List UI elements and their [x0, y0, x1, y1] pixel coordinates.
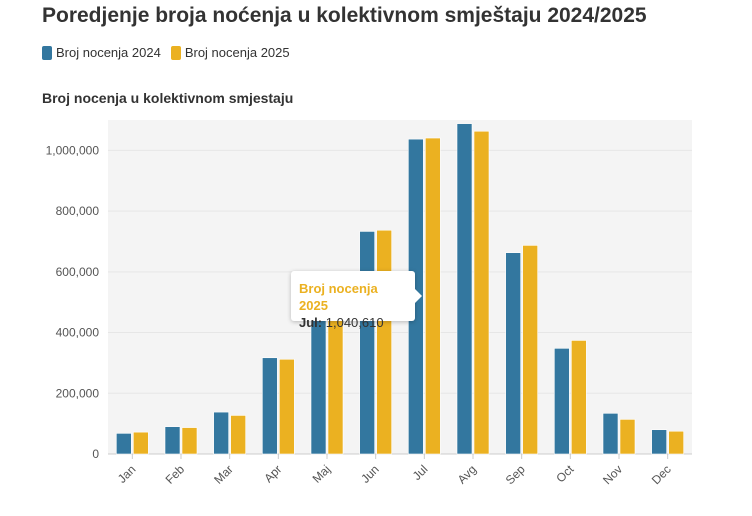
bar-broj-nocenja-2025-mar[interactable] [230, 415, 246, 455]
x-tick-label: Maj [310, 462, 334, 486]
legend-item-2024[interactable]: Broj nocenja 2024 [42, 45, 161, 60]
legend-swatch [170, 45, 181, 60]
bar-broj-nocenja-2025-sep[interactable] [522, 245, 538, 455]
x-tick-label: Mar [211, 462, 236, 487]
bar-broj-nocenja-2025-avg[interactable] [473, 130, 490, 455]
y-tick-label: 0 [92, 447, 99, 461]
bar-broj-nocenja-2024-maj[interactable] [310, 314, 327, 455]
tooltip: Broj nocenja 2025 Jul: 1,040,610 [291, 271, 422, 330]
y-tick-label: 600,000 [56, 265, 100, 279]
x-tick-label: Jun [358, 462, 382, 486]
bar-broj-nocenja-2025-jun[interactable] [376, 229, 392, 455]
legend-item-2025[interactable]: Broj nocenja 2025 [170, 45, 290, 60]
bar-broj-nocenja-2025-oct[interactable] [571, 340, 587, 455]
x-tick-label: Apr [261, 462, 284, 485]
y-tick-label: 800,000 [56, 204, 100, 218]
x-tick-label: Sep [503, 462, 528, 487]
bar-broj-nocenja-2025-jan[interactable] [133, 431, 149, 455]
tooltip-series: Broj nocenja 2025 [299, 281, 378, 313]
x-tick-label: Nov [600, 462, 625, 487]
bar-broj-nocenja-2024-jan[interactable] [116, 433, 132, 455]
tooltip-value: 1,040,610 [325, 315, 384, 330]
x-tick-label: Avg [455, 462, 479, 486]
legend-label: Broj nocenja 2024 [56, 45, 161, 60]
bar-broj-nocenja-2025-apr[interactable] [279, 358, 295, 455]
x-tick-label: Dec [649, 462, 674, 487]
x-tick-label: Jan [115, 462, 139, 486]
tooltip-label: Jul: [299, 315, 323, 330]
x-tick-label: Jul [410, 462, 431, 483]
chart-title: Poredjenje broja noćenja u kolektivnom s… [42, 4, 647, 27]
bar-broj-nocenja-2024-nov[interactable] [602, 413, 619, 455]
bar-broj-nocenja-2024-oct[interactable] [554, 348, 570, 455]
bar-broj-nocenja-2024-feb[interactable] [164, 426, 181, 455]
legend: Broj nocenja 2024 Broj nocenja 2025 [42, 45, 290, 60]
bar-broj-nocenja-2024-mar[interactable] [213, 411, 229, 455]
x-tick-label: Feb [163, 462, 188, 487]
y-tick-label: 1,000,000 [46, 143, 100, 157]
y-tick-label: 400,000 [56, 326, 100, 340]
chart-subtitle: Broj nocenja u kolektivnom smjestaju [42, 90, 294, 106]
bar-broj-nocenja-2024-sep[interactable] [505, 252, 521, 455]
legend-swatch [42, 45, 52, 60]
x-tick-label: Oct [553, 462, 577, 486]
bar-broj-nocenja-2024-apr[interactable] [262, 357, 278, 455]
bar-broj-nocenja-2025-maj[interactable] [327, 317, 344, 455]
y-tick-label: 200,000 [56, 386, 100, 400]
bar-broj-nocenja-2025-feb[interactable] [181, 427, 198, 455]
bar-broj-nocenja-2024-dec[interactable] [651, 429, 667, 455]
bar-broj-nocenja-2025-nov[interactable] [619, 419, 636, 455]
bar-broj-nocenja-2024-avg[interactable] [456, 123, 473, 455]
legend-label: Broj nocenja 2025 [184, 45, 290, 60]
bar-broj-nocenja-2025-jul[interactable] [425, 137, 441, 455]
bar-broj-nocenja-2024-jun[interactable] [359, 231, 375, 455]
bar-broj-nocenja-2025-dec[interactable] [668, 430, 684, 455]
